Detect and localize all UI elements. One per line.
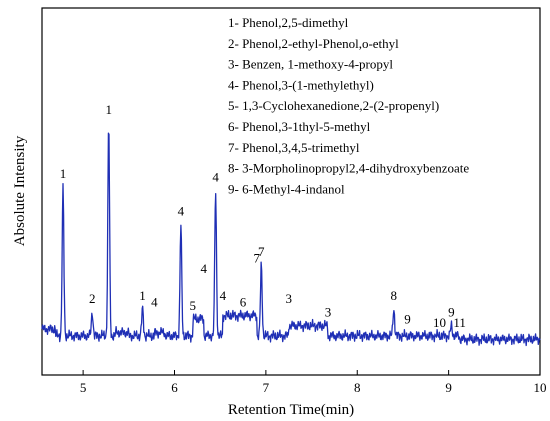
peak-label: 9 <box>404 311 411 326</box>
peak-label: 6 <box>240 295 247 310</box>
peak-label: 7 <box>258 244 265 259</box>
peak-label: 9 <box>448 305 455 320</box>
peak-label: 5 <box>190 298 197 313</box>
x-axis-title: Retention Time(min) <box>228 402 354 418</box>
legend-entry: 8- 3-Morpholinopropyl2,4-dihydroxybenzoa… <box>228 161 469 176</box>
peak-label: 4 <box>220 288 227 303</box>
chromatogram-trace <box>41 132 541 347</box>
legend-entry: 2- Phenol,2-ethyl-Phenol,o-ethyl <box>228 36 399 51</box>
peak-label: 3 <box>285 291 292 306</box>
x-tick-label: 7 <box>263 380 270 395</box>
peak-label: 4 <box>151 295 158 310</box>
x-axis-tick-labels: 5 6 7 8 9 10 <box>80 380 547 395</box>
legend-entry: 7- Phenol,3,4,5-trimethyl <box>228 140 360 155</box>
peak-label: 4 <box>200 261 207 276</box>
legend-entry: 4- Phenol,3-(1-methylethyl) <box>228 77 374 92</box>
peak-label: 1 <box>105 102 112 117</box>
peak-label: 10 <box>433 315 446 330</box>
x-tick-label: 9 <box>445 380 452 395</box>
x-tick-label: 8 <box>354 380 361 395</box>
legend-entry: 9- 6-Methyl-4-indanol <box>228 181 345 196</box>
legend-entry: 1- Phenol,2,5-dimethyl <box>228 15 349 30</box>
x-tick-label: 6 <box>171 380 178 395</box>
y-axis-title: Absolute Intensity <box>12 135 28 246</box>
peak-label: 1 <box>139 288 146 303</box>
peak-label: 4 <box>212 170 219 185</box>
peak-label: 7 <box>253 251 260 266</box>
legend-entry: 6- Phenol,3-1thyl-5-methyl <box>228 119 371 134</box>
x-tick-label: 10 <box>534 380 547 395</box>
peak-label: 1 <box>60 166 67 181</box>
legend-entry: 5- 1,3-Cyclohexanedione,2-(2-propenyl) <box>228 98 439 113</box>
peak-label: 8 <box>391 288 398 303</box>
legend-entry: 3- Benzen, 1-methoxy-4-propyl <box>228 57 393 72</box>
peak-label: 2 <box>89 291 96 306</box>
x-axis-ticks <box>82 370 541 375</box>
plot-frame <box>41 7 541 376</box>
peak-label: 3 <box>325 305 332 320</box>
peak-label: 4 <box>178 203 185 218</box>
compound-legend: 1- Phenol,2,5-dimethyl 2- Phenol,2-ethyl-… <box>228 15 469 196</box>
peak-label: 11 <box>453 315 466 330</box>
x-tick-label: 5 <box>80 380 87 395</box>
